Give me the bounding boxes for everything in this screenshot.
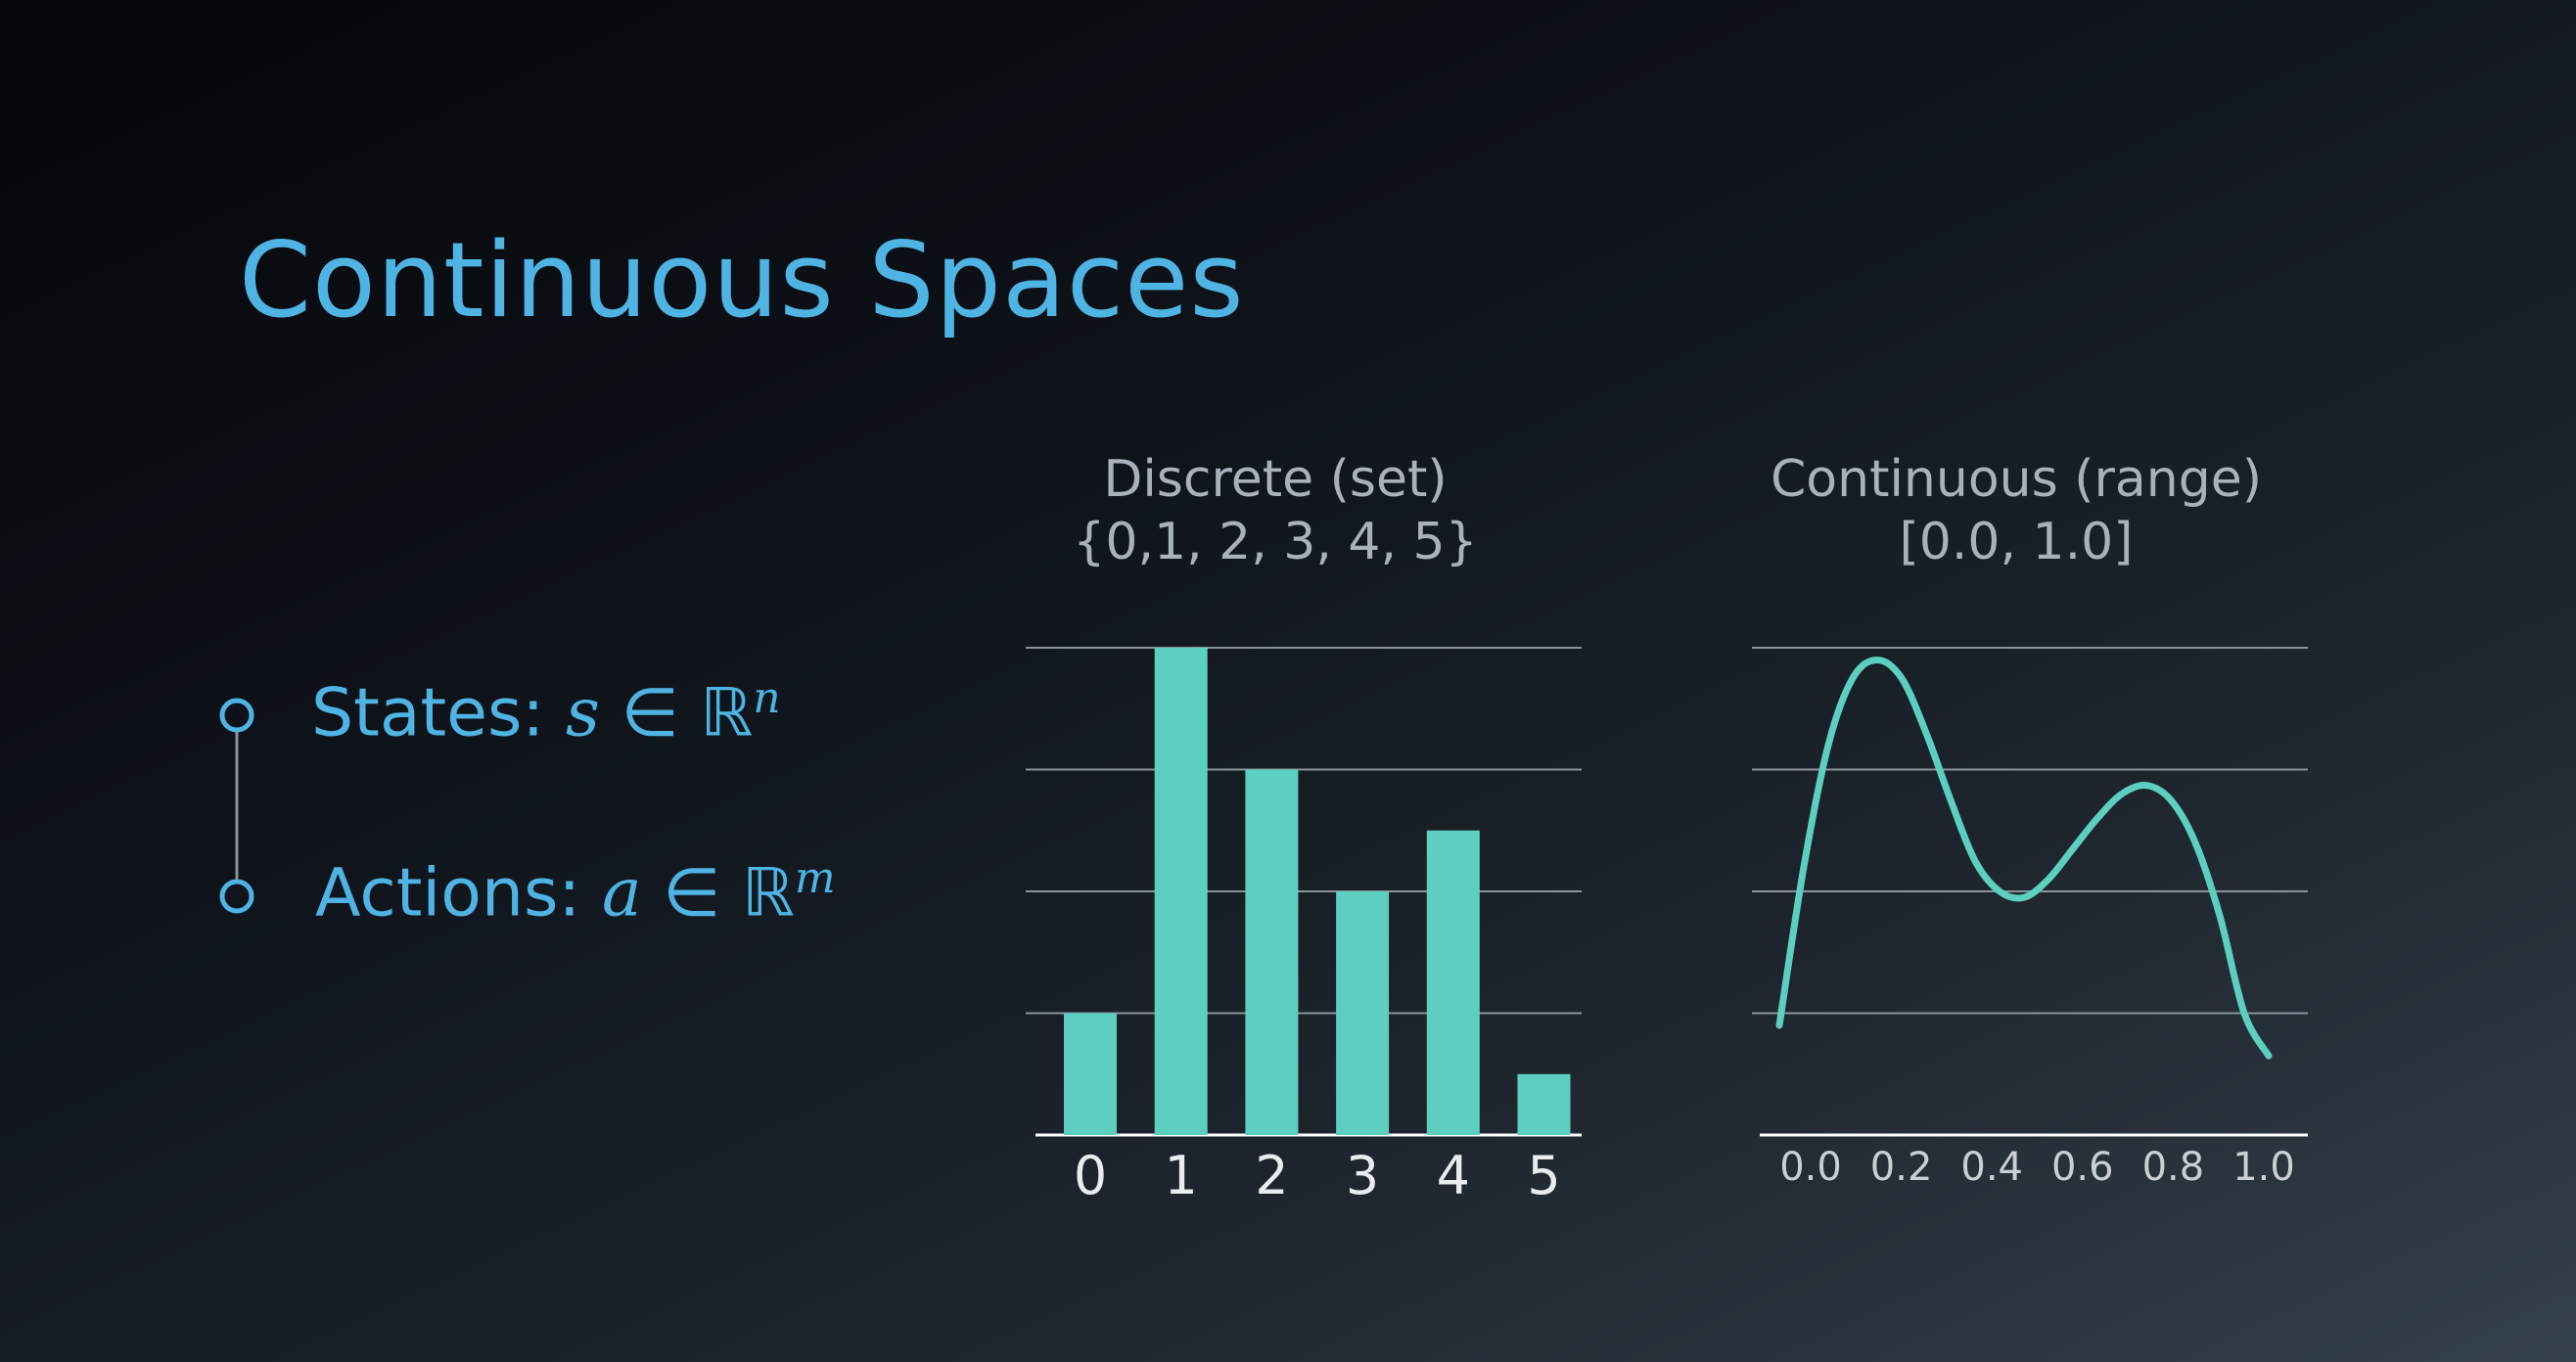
x-tick-label: 0.2 — [1870, 1145, 1933, 1190]
math-set: ℝ — [741, 854, 795, 932]
continuous-chart-title: Continuous (range) — [1771, 450, 2262, 509]
continuous-chart-subtitle: [0.0, 1.0] — [1899, 513, 2134, 571]
discrete-chart-title-block: Discrete (set) {0,1, 2, 3, 4, 5} — [1026, 448, 1525, 573]
slide-title: Continuous Spaces — [239, 220, 1245, 340]
bullet-circle-states — [219, 698, 254, 733]
continuous-chart-title-block: Continuous (range) [0.0, 1.0] — [1732, 448, 2300, 573]
math-var: a — [601, 854, 642, 932]
bullet-label: Actions: — [315, 854, 581, 932]
discrete-chart-title: Discrete (set) — [1103, 450, 1448, 509]
math-exponent: m — [794, 853, 836, 903]
bar — [1426, 830, 1480, 1135]
math-rel: ∈ — [621, 674, 679, 752]
series-line — [1775, 656, 2273, 1060]
x-tick-label: 0.0 — [1779, 1145, 1842, 1190]
x-tick-label: 5 — [1527, 1145, 1560, 1206]
x-tick-label: 3 — [1346, 1145, 1379, 1206]
x-tick-label: 0 — [1074, 1145, 1107, 1206]
bullet-label: States: — [311, 674, 545, 752]
x-tick-label: 1.0 — [2232, 1145, 2295, 1190]
bullet-actions: Actions: a ∈ ℝm — [315, 853, 836, 932]
bar — [1245, 769, 1299, 1135]
bar — [1064, 1013, 1117, 1135]
x-tick-label: 0.4 — [1960, 1145, 2023, 1190]
bar — [1154, 648, 1208, 1135]
x-tick-label: 4 — [1437, 1145, 1470, 1206]
bar — [1517, 1073, 1571, 1135]
bullet-circle-actions — [219, 879, 254, 914]
math-set: ℝ — [700, 674, 754, 752]
math-exponent: n — [753, 673, 781, 723]
x-tick-label: 1 — [1165, 1145, 1198, 1206]
discrete-chart-subtitle: {0,1, 2, 3, 4, 5} — [1073, 513, 1478, 571]
math-rel: ∈ — [663, 854, 721, 932]
x-tick-label: 0.6 — [2051, 1145, 2114, 1190]
math-var: s — [565, 674, 600, 752]
x-tick-label: 0.8 — [2142, 1145, 2205, 1190]
bar — [1336, 891, 1390, 1135]
bullet-states: States: s ∈ ℝn — [311, 673, 781, 752]
x-tick-label: 2 — [1255, 1145, 1288, 1206]
